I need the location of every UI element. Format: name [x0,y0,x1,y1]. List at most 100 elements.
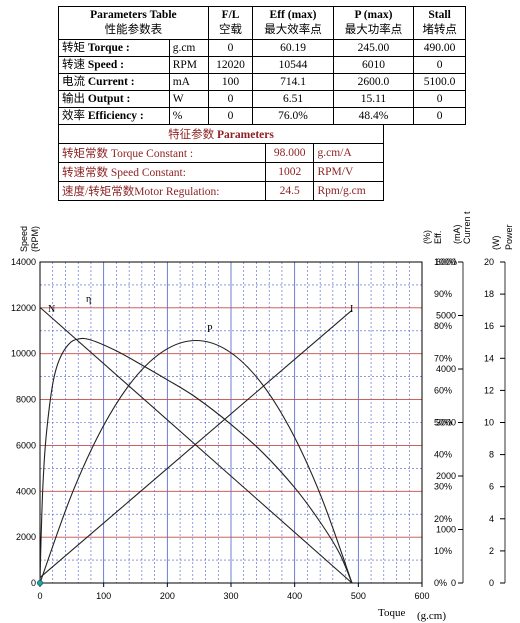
table-row: 速度/转矩常数Motor Regulation: 24.5 Rpm/g.cm [58,181,384,201]
constants-header: 特征参数 Parameters [58,124,384,144]
x-tick-label: 600 [414,591,429,601]
eff-tick-label: 80% [434,321,452,331]
header-eff: Eff (max) 最大效率点 [252,6,334,40]
row-label: 电流 Current : [58,73,170,91]
x-tick-label: 300 [223,591,238,601]
origin-marker [37,580,43,586]
table-row: 转矩 Torque : g.cm 0 60.19 245.00 490.00 [58,39,466,57]
current-tick-label: 5000 [436,311,456,321]
constants-table-header: 特征参数 Parameters [58,124,384,144]
curve-p [39,339,353,584]
eff-tick-label: 100% [434,257,457,267]
header-pmax: P (max) 最大功率点 [332,6,415,40]
eff-axis-unit: (%) [422,230,432,244]
eff-tick-label: 30% [434,482,452,492]
power-axis-unit: (W) [491,236,501,251]
row-label: 输出 Output : [58,90,170,108]
table-row: 电流 Current : mA 100 714.1 2600.0 5100.0 [58,73,466,91]
header-fl: F/L 空载 [207,6,254,40]
power-tick-label: 8 [489,450,494,460]
chart-grid [39,261,423,584]
speed-tick-label: 12000 [11,303,36,313]
eff-tick-label: 20% [434,514,452,524]
speed-tick-label: 2000 [16,532,36,542]
speed-axis-label: Speed [19,226,29,252]
current-axis-label: Curren t [462,211,472,244]
current-tick-label: 3000 [436,418,456,428]
x-tick-label: 200 [160,591,175,601]
power-axis-label: Power [504,224,514,250]
constant-label: 速度/转矩常数Motor Regulation: [58,181,266,201]
eff-tick-label: 10% [434,546,452,556]
speed-tick-label: 4000 [16,486,36,496]
power-tick-label: 12 [484,385,494,395]
constant-unit: Rpm/g.cm [313,181,384,201]
x-tick-label: 100 [96,591,111,601]
power-tick-label: 18 [484,289,494,299]
current-tick-label: 2000 [436,471,456,481]
header-stall: Stall 堵转点 [413,6,466,40]
table-row: 转速 Speed : RPM 12020 10544 6010 0 [58,56,466,74]
row-label: 转速 Speed : [58,56,170,74]
eff-tick-label: 0% [434,578,447,588]
row-fl: 12020 [207,56,254,74]
row-eff: 76.0% [252,107,334,125]
row-eff: 714.1 [252,73,334,91]
parameters-table: Parameters Table 性能参数表 F/L 空载 Eff (max) 最大效… [58,6,466,125]
power-tick-label: 2 [489,546,494,556]
power-tick-label: 6 [489,482,494,492]
power-tick-label: 16 [484,321,494,331]
x-tick-label: 400 [287,591,302,601]
curve-eta [39,337,353,584]
speed-axis-unit: (RPM) [30,226,40,252]
eff-tick-label: 90% [434,289,452,299]
power-tick-label: 0 [489,578,494,588]
eff-tick-label: 50% [434,418,452,428]
row-stall: 5100.0 [413,73,466,91]
speed-tick-label: 10000 [11,349,36,359]
chart-labels: N I Pη [37,294,353,586]
row-stall: 0 [413,56,466,74]
curve-label-i: I [350,304,353,315]
row-stall: 490.00 [413,39,466,57]
constant-value: 1002 [264,162,315,182]
row-stall: 0 [413,107,466,125]
x-axis-unit: (g.cm) [417,610,446,622]
power-tick-label: 14 [484,353,494,363]
current-tick-label: 1000 [436,525,456,535]
table-row: 转矩常数 Torque Constant : 98.000 g.cm/A [58,143,384,163]
speed-tick-label: 6000 [16,440,36,450]
row-pmax: 6010 [332,56,415,74]
eff-tick-label: 60% [434,385,452,395]
x-tick-label: 500 [351,591,366,601]
current-tick-label: 6000 [436,257,456,267]
eff-axis-label: Eff. [433,231,443,244]
current-axis-unit: (mA) [452,225,462,245]
current-tick-label: 0 [451,578,456,588]
x-axis-label: Toque [378,607,405,619]
curve-i [39,309,353,579]
eff-tick-label: 70% [434,353,452,363]
speed-tick-label: 14000 [11,257,36,267]
constants-table: 特征参数 Parameters 转矩常数 Torque Constant : 9… [58,124,384,201]
speed-tick-label: 8000 [16,395,36,405]
speed-tick-label: 0 [31,578,36,588]
curve-label-eta: η [86,294,91,305]
power-tick-label: 10 [484,418,494,428]
eff-tick-label: 40% [434,450,452,460]
table-row: 效率 Efficiency : % 0 76.0% 48.4% 0 [58,107,466,125]
curve-label-p: P [207,324,213,335]
header-title: Parameters Table 性能参数表 [58,6,209,40]
row-unit: g.cm [168,39,209,57]
chart-curves [39,306,353,584]
power-tick-label: 20 [484,257,494,267]
parameters-table-header: Parameters Table 性能参数表 F/L 空载 Eff (max) 最大效… [58,6,466,40]
curve-n [39,306,353,584]
current-tick-label: 4000 [436,364,456,374]
x-tick-label: 0 [37,591,42,601]
table-row: 转速常数 Speed Constant: 1002 RPM/V [58,162,384,182]
power-tick-label: 4 [489,514,494,524]
curve-label-n: N [48,304,55,315]
